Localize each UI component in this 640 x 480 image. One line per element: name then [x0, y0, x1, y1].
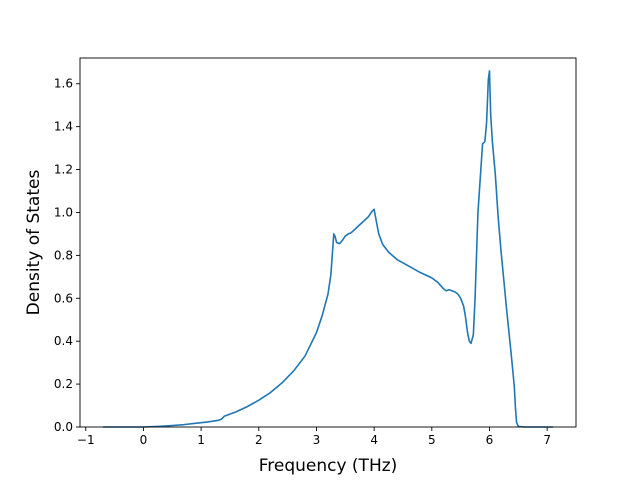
y-tick-label: 1.4 [54, 120, 73, 134]
y-tick-label: 0.4 [54, 334, 73, 348]
x-tick-label: 6 [486, 433, 494, 447]
x-tick-label: 1 [197, 433, 205, 447]
plot-frame [79, 57, 577, 428]
x-tick-label: 4 [370, 433, 378, 447]
y-tick-label: 1.6 [54, 77, 73, 91]
x-tick-label: 3 [313, 433, 321, 447]
x-tick-label: −1 [77, 433, 95, 447]
y-tick-label: 0.2 [54, 377, 73, 391]
dos-series-line [103, 70, 553, 428]
x-tick-label: 2 [255, 433, 263, 447]
x-tick-label: 7 [543, 433, 551, 447]
y-tick-label: 1.2 [54, 163, 73, 177]
plot-background [80, 58, 576, 427]
x-axis-ticks: −1 0 1 2 3 4 5 6 7 [77, 427, 551, 447]
y-axis-label: Density of States [24, 170, 44, 316]
y-tick-label: 1.0 [54, 205, 73, 219]
x-tick-label: 5 [428, 433, 436, 447]
x-tick-label: 0 [140, 433, 148, 447]
x-axis-label: Frequency (THz) [259, 456, 398, 476]
y-tick-label: 0.0 [54, 420, 73, 434]
y-axis-ticks: 0.0 0.2 0.4 0.6 0.8 1.0 1.2 1.4 1.6 [54, 77, 80, 434]
y-tick-label: 0.8 [54, 248, 73, 262]
y-tick-label: 0.6 [54, 291, 73, 305]
